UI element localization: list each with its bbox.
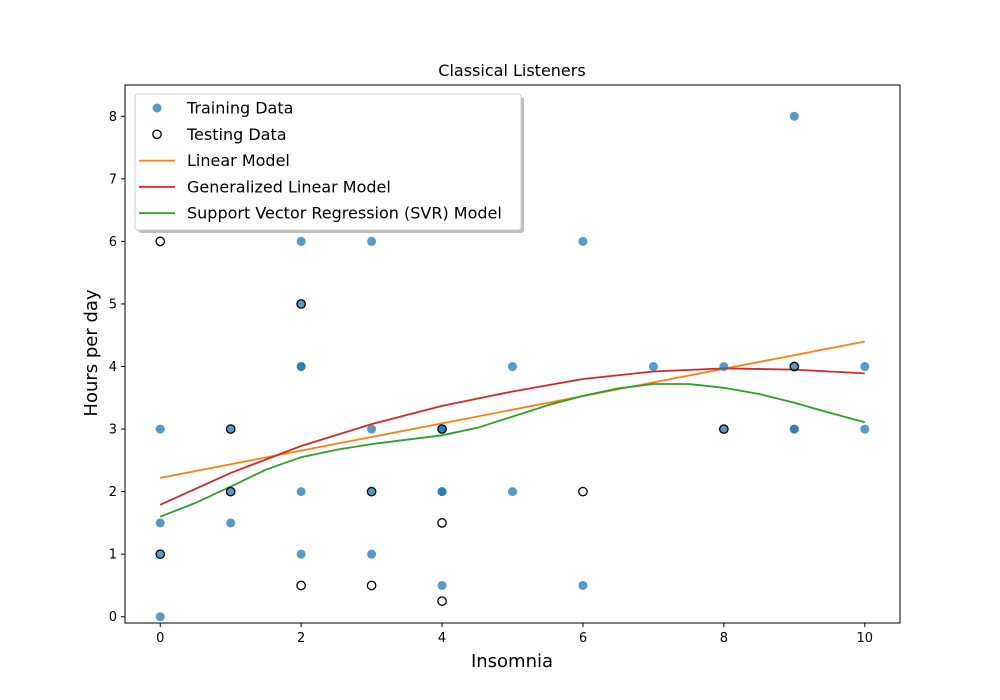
y-tick-label: 3 [109,423,117,438]
training-data-point [860,424,870,434]
testing-data-point [437,596,447,606]
training-data-point [437,487,447,497]
plot-area: 0 2 4 6 8 10 0 1 2 3 4 5 6 7 8 [109,84,901,646]
legend-entry-label: Generalized Linear Model [187,177,391,196]
training-data-point [437,580,447,590]
chart-title: Classical Listeners [438,61,585,80]
testing-data-point [225,424,236,434]
training-data-point [226,518,236,528]
series-line-generalized-linear-model [159,367,865,506]
training-data-point [860,362,870,372]
training-data-point [508,487,517,497]
training-data-point [648,362,658,372]
legend-box [134,93,522,231]
y-tick-label: 1 [109,548,117,563]
testing-data-point [366,486,377,497]
training-data-point [719,362,729,372]
training-data-point [155,518,165,528]
x-tick-label: 0 [156,631,164,646]
y-tick-label: 7 [109,172,117,187]
training-data-point [296,362,306,372]
training-data-point [155,612,165,622]
testing-data-point [155,236,166,247]
training-data-point [296,487,306,497]
legend-entry-label: Training Data [186,99,293,118]
y-axis-label: Hours per day [81,289,102,417]
training-data-point [437,424,447,434]
y-tick-label: 4 [109,360,117,375]
testing-data-point [719,424,729,434]
training-data-point [719,424,729,434]
training-data-point [367,236,377,246]
y-tick-label: 0 [109,610,117,625]
testing-data-point [225,486,236,497]
training-data-point [296,236,306,246]
training-data-point [367,424,377,434]
testing-data-point [437,424,447,434]
axes-frame [124,84,901,624]
y-tick-label: 8 [109,110,117,125]
training-data-point [226,424,236,434]
training-data-point [296,549,306,559]
testing-data-point [296,580,306,591]
data-series [155,111,870,622]
x-axis-label: Insomnia [471,651,553,672]
legend-entry-label: Support Vector Regression (SVR) Model [187,204,502,223]
series-line-support-vector-regression-svr-model [159,383,866,518]
training-data-point [155,424,165,434]
training-data-point [367,487,377,497]
legend: Training Data Testing Data Linear Model Gen… [134,93,524,233]
testing-data-point [296,299,306,309]
testing-data-point [789,361,800,372]
legend-marker-testing [152,129,162,140]
testing-data-point [578,486,588,497]
training-data-point [296,299,306,309]
x-tick-label: 10 [856,631,873,646]
legend-entry-label: Linear Model [187,151,290,170]
x-tick-label: 4 [438,631,446,646]
y-tick-label: 6 [109,235,117,250]
legend-marker-training [152,103,162,113]
y-tick-label: 5 [109,297,117,312]
training-data-point [155,549,165,559]
training-data-point [578,580,588,590]
testing-data-point [437,518,447,528]
training-data-point [226,487,236,497]
training-data-point [789,424,799,434]
legend-entry-label: Testing Data [186,125,287,144]
training-data-point [508,362,517,372]
testing-data-point [366,580,377,591]
y-tick-label: 2 [109,485,117,500]
training-data-point [789,111,799,121]
testing-data-point [155,549,166,560]
x-tick-label: 8 [720,631,728,646]
training-data-point [367,549,377,559]
x-tick-label: 2 [297,631,305,646]
x-tick-label: 6 [579,631,587,646]
training-data-point [578,236,588,246]
training-data-point [789,362,799,372]
